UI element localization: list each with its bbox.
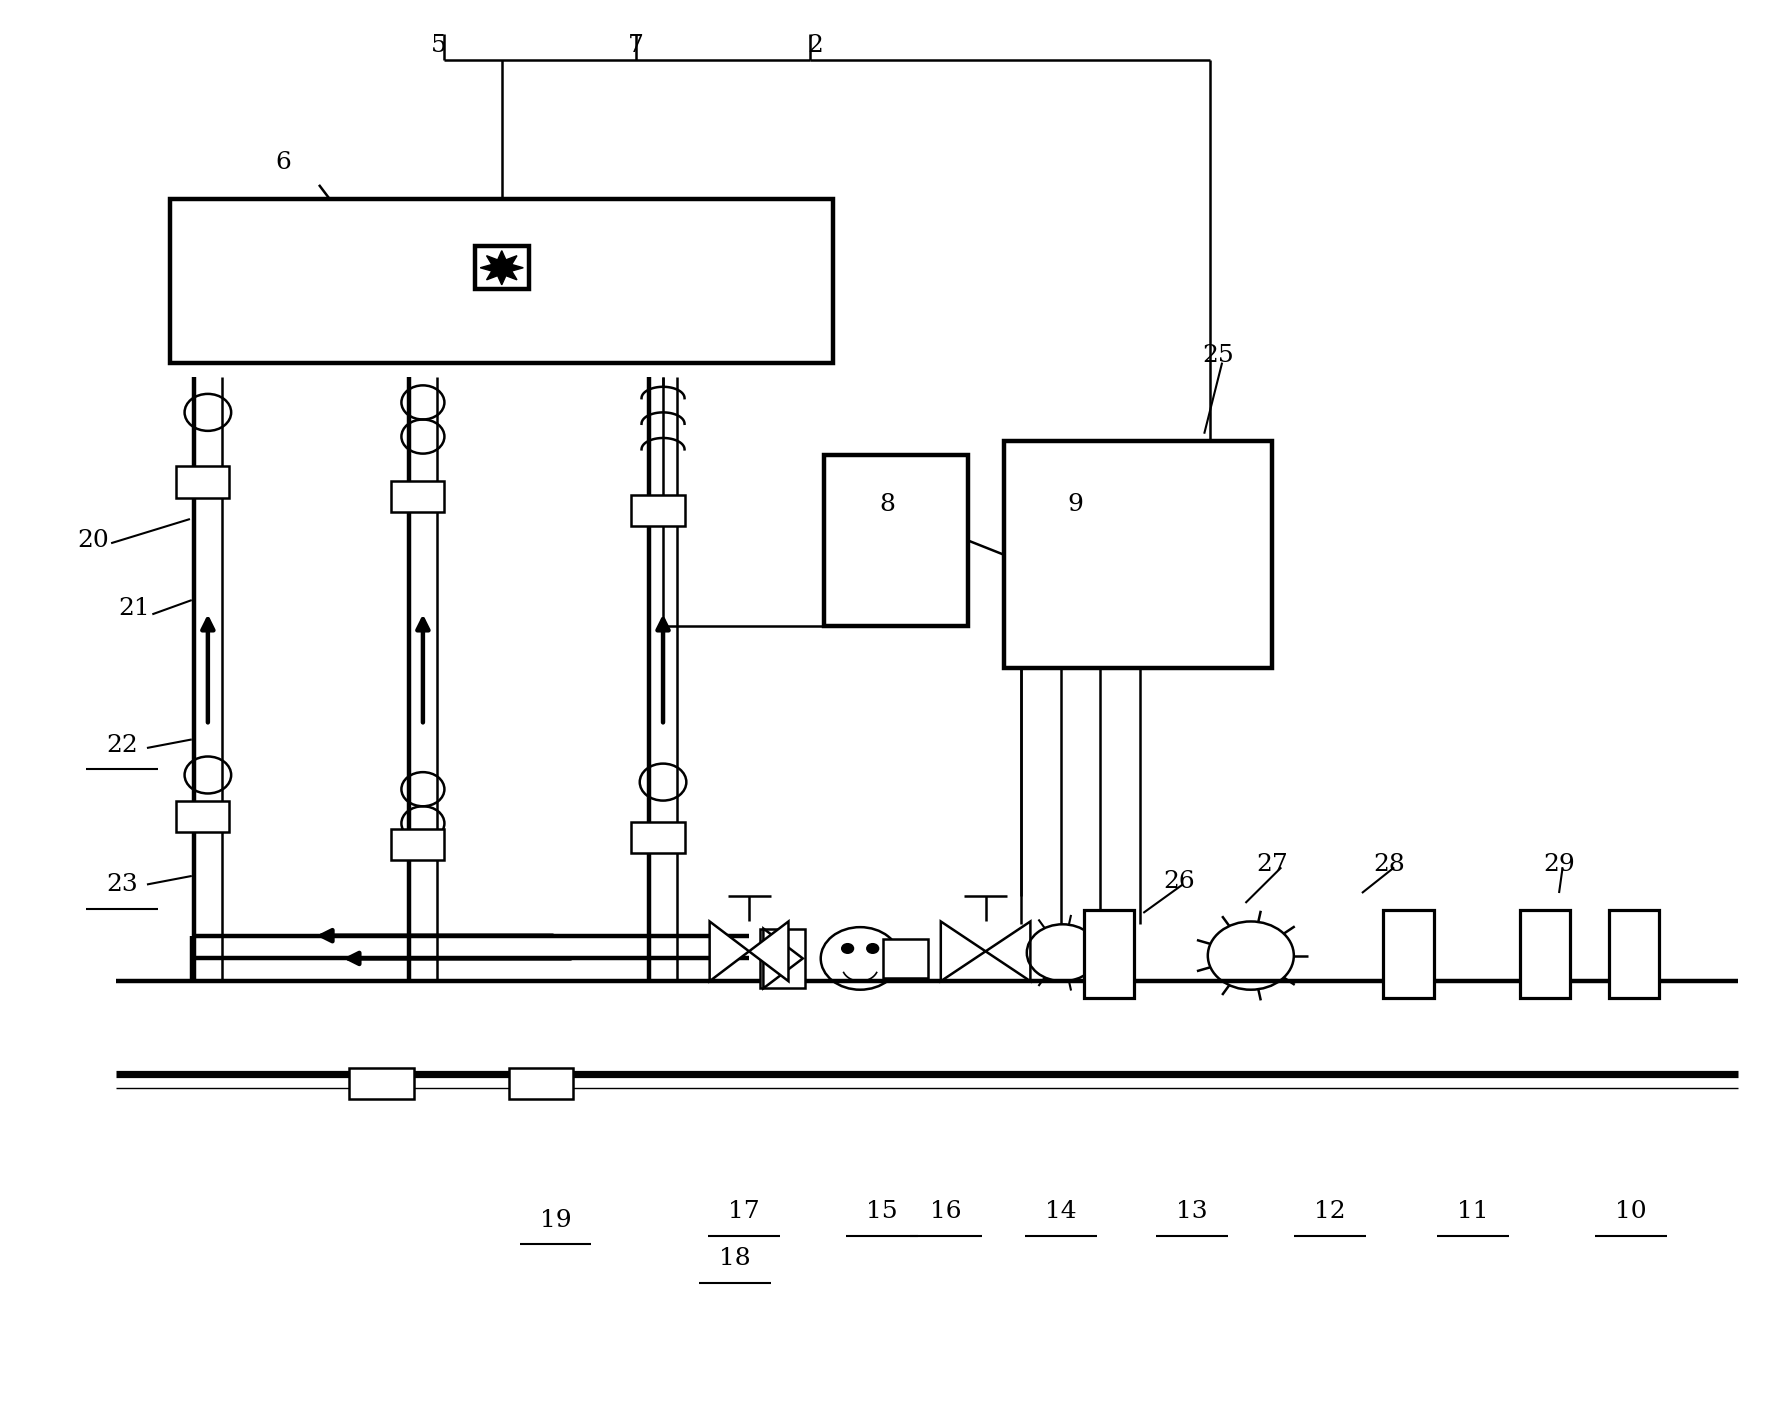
- Text: 11: 11: [1457, 1200, 1489, 1223]
- Text: 14: 14: [1045, 1200, 1077, 1223]
- Text: 8: 8: [880, 493, 894, 516]
- Text: 13: 13: [1176, 1200, 1208, 1223]
- Bar: [509, 1068, 573, 1099]
- Text: 19: 19: [539, 1209, 572, 1231]
- Bar: [631, 495, 685, 526]
- Bar: [631, 822, 685, 853]
- Bar: [176, 466, 229, 498]
- Bar: [824, 455, 968, 626]
- Polygon shape: [941, 921, 986, 981]
- Bar: [391, 481, 444, 512]
- Text: 16: 16: [930, 1200, 962, 1223]
- Text: 21: 21: [118, 597, 151, 620]
- Bar: [1609, 910, 1659, 998]
- Circle shape: [867, 944, 878, 953]
- Circle shape: [842, 944, 853, 953]
- Text: 20: 20: [77, 529, 109, 552]
- Text: 18: 18: [719, 1247, 751, 1270]
- Text: 10: 10: [1615, 1200, 1647, 1223]
- Text: 15: 15: [866, 1200, 898, 1223]
- Polygon shape: [710, 921, 749, 981]
- Text: 27: 27: [1256, 853, 1288, 876]
- Text: 22: 22: [106, 734, 138, 757]
- Bar: [1520, 910, 1570, 998]
- Text: 29: 29: [1543, 853, 1575, 876]
- Text: 2: 2: [808, 34, 823, 57]
- Bar: [1004, 441, 1272, 668]
- Text: 26: 26: [1163, 870, 1195, 893]
- Text: 17: 17: [728, 1200, 760, 1223]
- Polygon shape: [986, 921, 1030, 981]
- Bar: [1084, 910, 1134, 998]
- Bar: [475, 246, 529, 289]
- Text: 5: 5: [432, 34, 446, 57]
- Text: 12: 12: [1314, 1200, 1346, 1223]
- Bar: [391, 829, 444, 860]
- Text: 23: 23: [106, 873, 138, 896]
- Text: 7: 7: [629, 34, 643, 57]
- Bar: [1383, 910, 1434, 998]
- Text: 28: 28: [1373, 853, 1405, 876]
- Text: 9: 9: [1068, 493, 1082, 516]
- Bar: [883, 939, 928, 978]
- Bar: [176, 801, 229, 832]
- Polygon shape: [749, 921, 788, 981]
- Text: 25: 25: [1202, 344, 1235, 367]
- Bar: [760, 929, 805, 988]
- Text: 6: 6: [276, 151, 290, 173]
- Polygon shape: [480, 250, 523, 284]
- Polygon shape: [763, 929, 803, 988]
- Bar: [349, 1068, 414, 1099]
- Bar: [170, 199, 833, 363]
